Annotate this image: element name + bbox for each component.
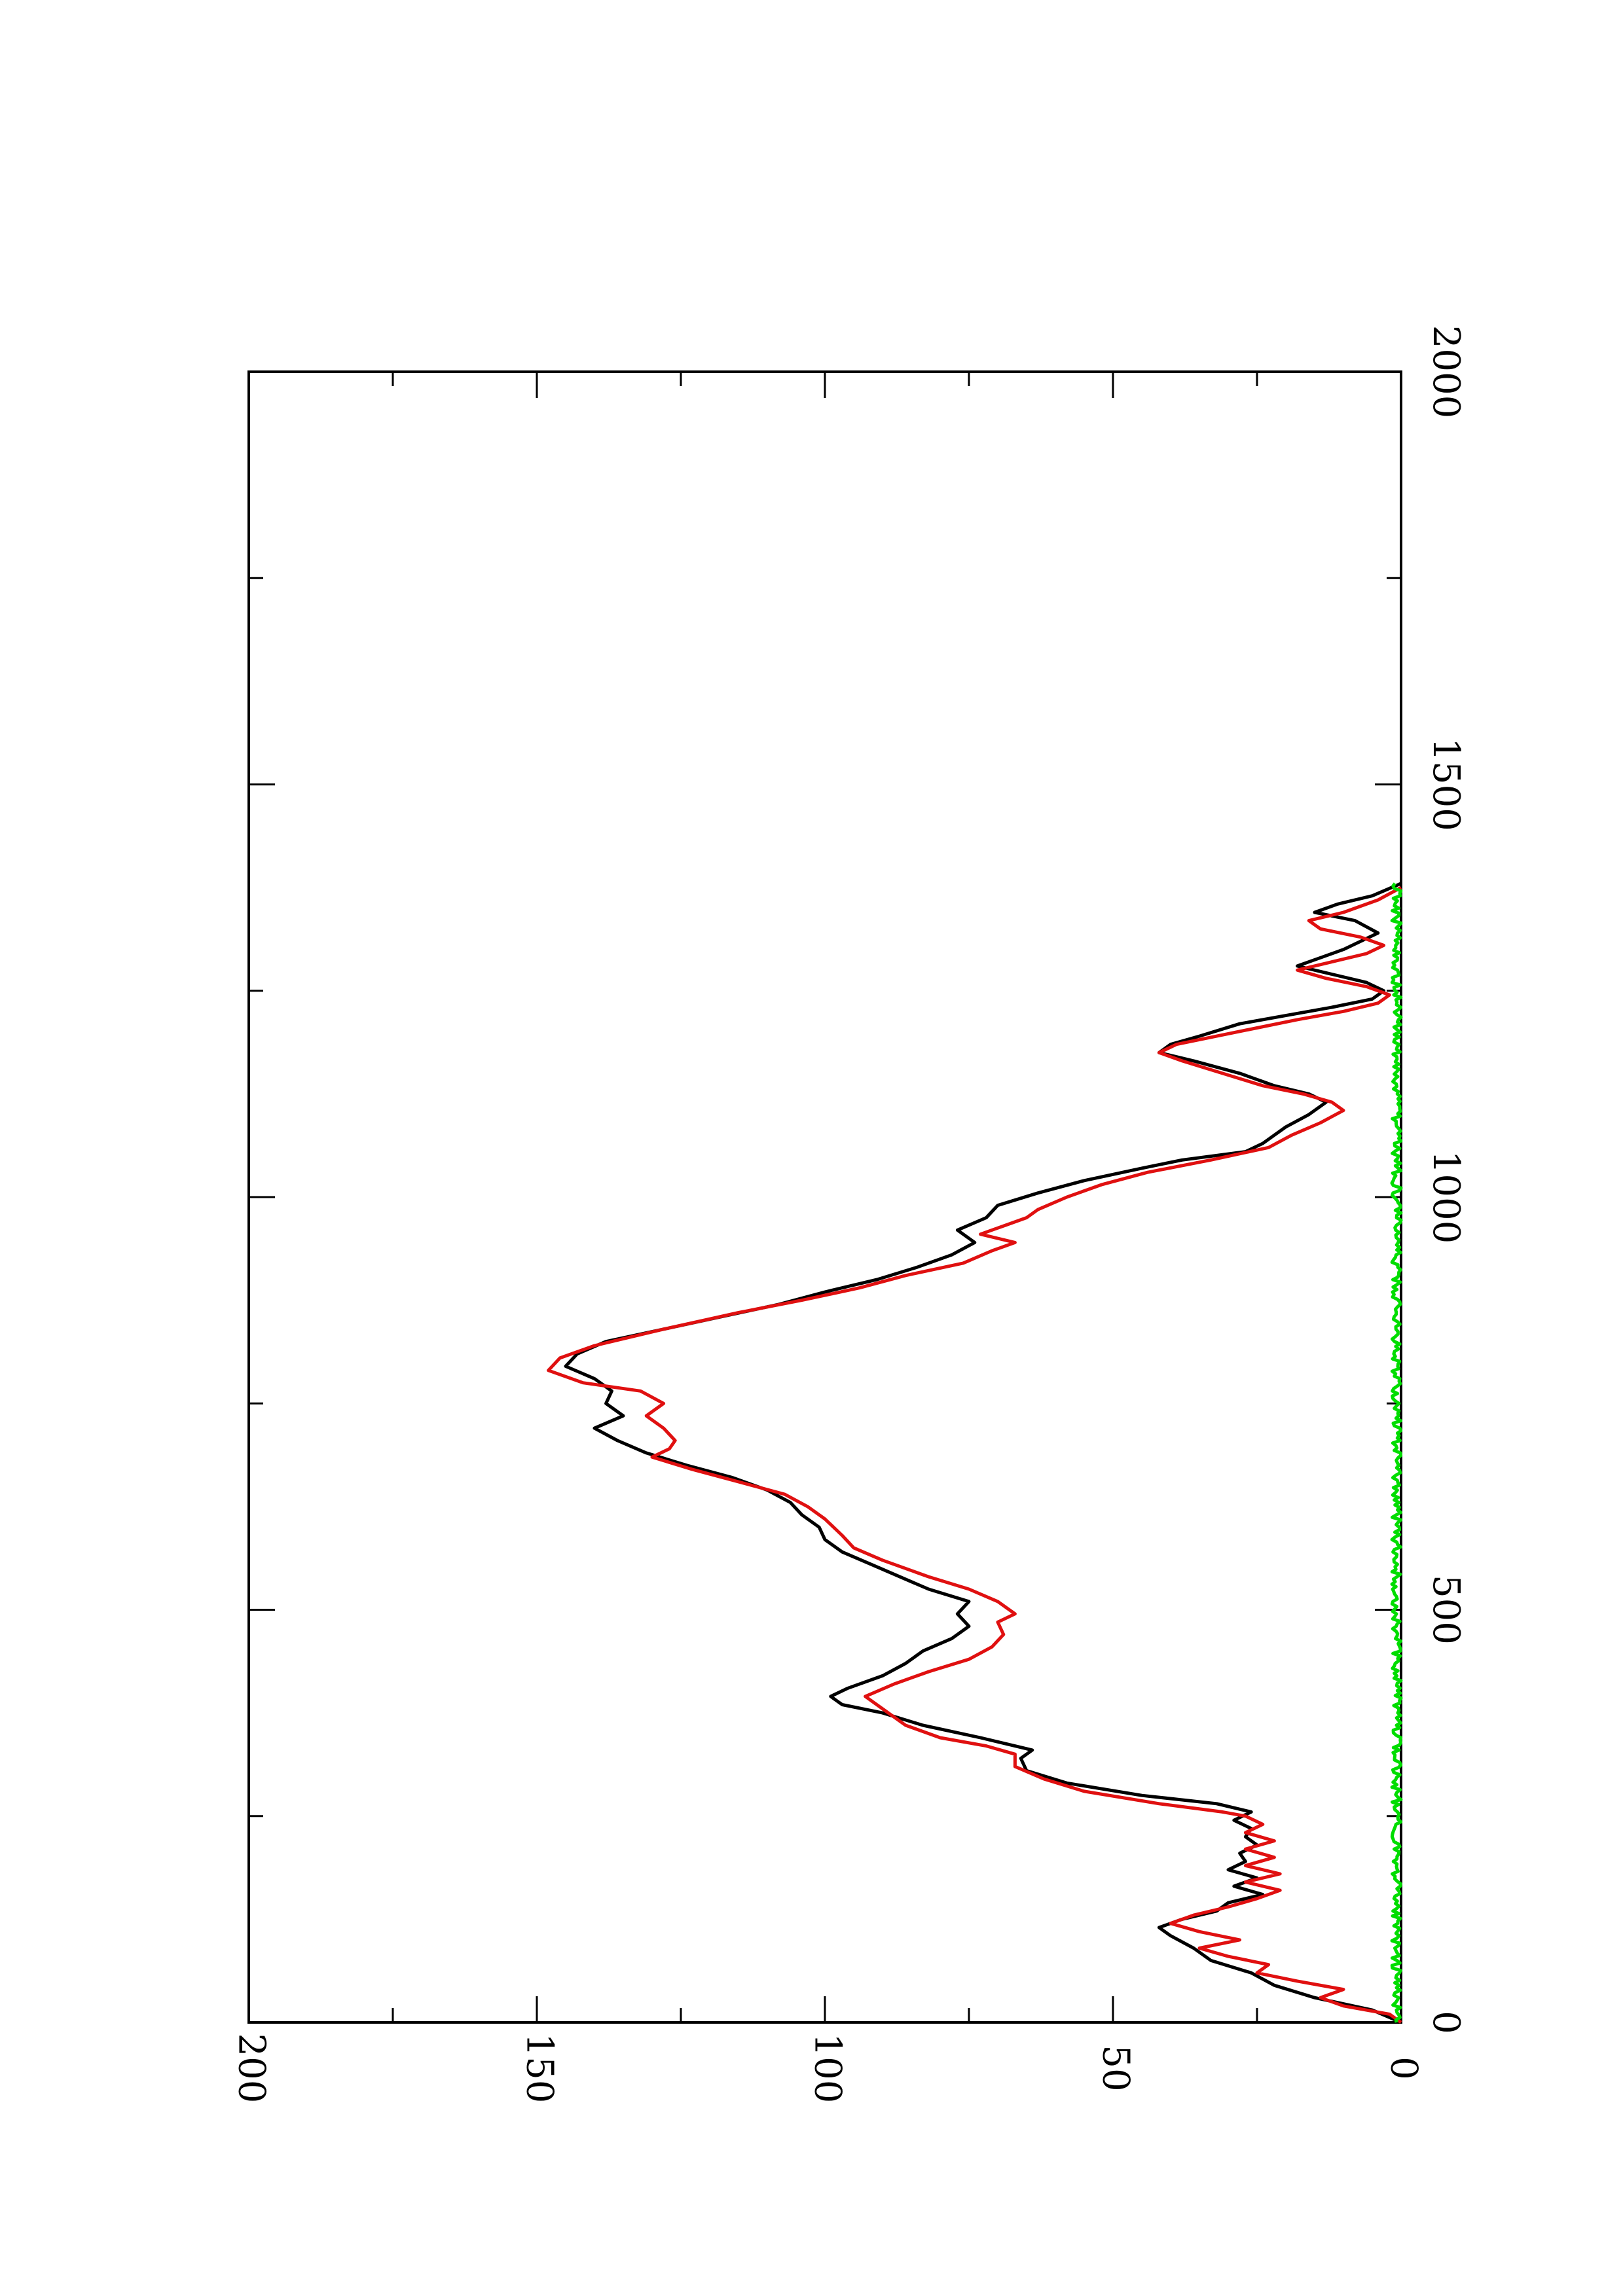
plot-frame xyxy=(247,370,1402,2024)
y-tick-label: 150 xyxy=(519,2034,561,2104)
x-tick-label: 500 xyxy=(1425,1575,1467,1645)
series-line-1 xyxy=(564,882,1402,2024)
x-tick-label: 2000 xyxy=(1425,325,1467,419)
axis-ticks xyxy=(247,370,1402,2024)
y-tick-label: 50 xyxy=(1095,2045,1137,2091)
series-lines xyxy=(547,882,1403,2024)
x-tick-label: 1500 xyxy=(1425,738,1467,831)
y-tick-label: 100 xyxy=(807,2034,849,2104)
y-tick-label: 0 xyxy=(1383,2056,1425,2080)
y-tick-label: 200 xyxy=(230,2034,273,2104)
series-line-2 xyxy=(547,886,1402,2024)
series-line-3 xyxy=(1390,882,1403,2023)
tick-labels: 0 500 1000 1500 2000 0 50 100 150 200 xyxy=(230,325,1468,2104)
x-tick-label: 1000 xyxy=(1425,1151,1467,1244)
x-tick-label: 0 xyxy=(1425,2011,1467,2034)
